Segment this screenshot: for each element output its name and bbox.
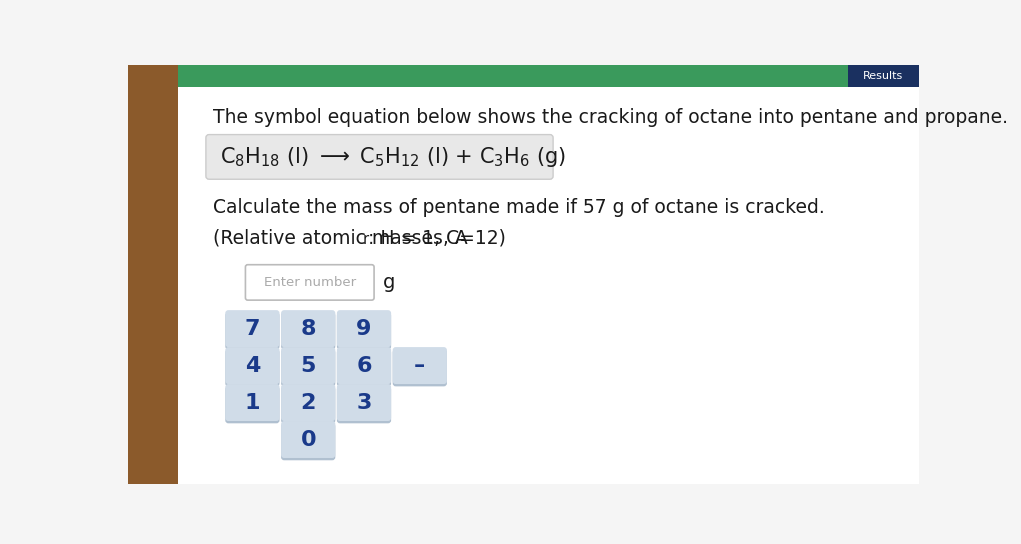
FancyBboxPatch shape	[281, 421, 335, 458]
FancyBboxPatch shape	[226, 386, 280, 423]
Text: 9: 9	[356, 319, 372, 338]
FancyBboxPatch shape	[226, 384, 280, 421]
FancyBboxPatch shape	[393, 347, 447, 384]
Text: 8: 8	[300, 319, 315, 338]
Text: 0: 0	[300, 430, 317, 449]
FancyBboxPatch shape	[337, 312, 391, 349]
FancyBboxPatch shape	[337, 349, 391, 386]
Text: Enter number: Enter number	[263, 276, 355, 289]
FancyBboxPatch shape	[206, 134, 553, 179]
FancyBboxPatch shape	[337, 310, 391, 347]
Text: g: g	[383, 273, 395, 292]
Text: The symbol equation below shows the cracking of octane into pentane and propane.: The symbol equation below shows the crac…	[212, 108, 1008, 127]
Text: : H = 1, C=12): : H = 1, C=12)	[368, 228, 505, 248]
FancyBboxPatch shape	[226, 312, 280, 349]
Bar	[848, 65, 919, 87]
FancyBboxPatch shape	[245, 265, 374, 300]
FancyBboxPatch shape	[281, 312, 335, 349]
Text: 7: 7	[245, 319, 260, 338]
FancyBboxPatch shape	[281, 310, 335, 347]
Text: 6: 6	[356, 356, 372, 375]
FancyBboxPatch shape	[337, 384, 391, 421]
FancyBboxPatch shape	[226, 310, 280, 347]
Text: r: r	[363, 232, 370, 248]
FancyBboxPatch shape	[393, 349, 447, 386]
FancyBboxPatch shape	[337, 347, 391, 384]
FancyBboxPatch shape	[281, 423, 335, 460]
Text: 5: 5	[300, 356, 315, 375]
Text: 2: 2	[300, 393, 315, 412]
Text: 1: 1	[245, 393, 260, 412]
FancyBboxPatch shape	[226, 347, 280, 384]
FancyBboxPatch shape	[281, 349, 335, 386]
Text: $\mathregular{C_8H_{18}}$ (l) $\longrightarrow$ $\mathregular{C_5H_{12}}$ (l) + : $\mathregular{C_8H_{18}}$ (l) $\longrigh…	[220, 145, 566, 169]
FancyBboxPatch shape	[226, 349, 280, 386]
Text: 4: 4	[245, 356, 260, 375]
FancyBboxPatch shape	[337, 386, 391, 423]
Text: Results: Results	[863, 71, 904, 81]
FancyBboxPatch shape	[281, 347, 335, 384]
Bar	[128, 65, 178, 484]
Text: (Relative atomic masses, A: (Relative atomic masses, A	[212, 228, 468, 248]
FancyBboxPatch shape	[281, 384, 335, 421]
Bar	[178, 65, 919, 87]
FancyBboxPatch shape	[281, 386, 335, 423]
Text: –: –	[415, 356, 426, 375]
Text: 3: 3	[356, 393, 372, 412]
Text: Calculate the mass of pentane made if 57 g of octane is cracked.: Calculate the mass of pentane made if 57…	[212, 197, 825, 217]
